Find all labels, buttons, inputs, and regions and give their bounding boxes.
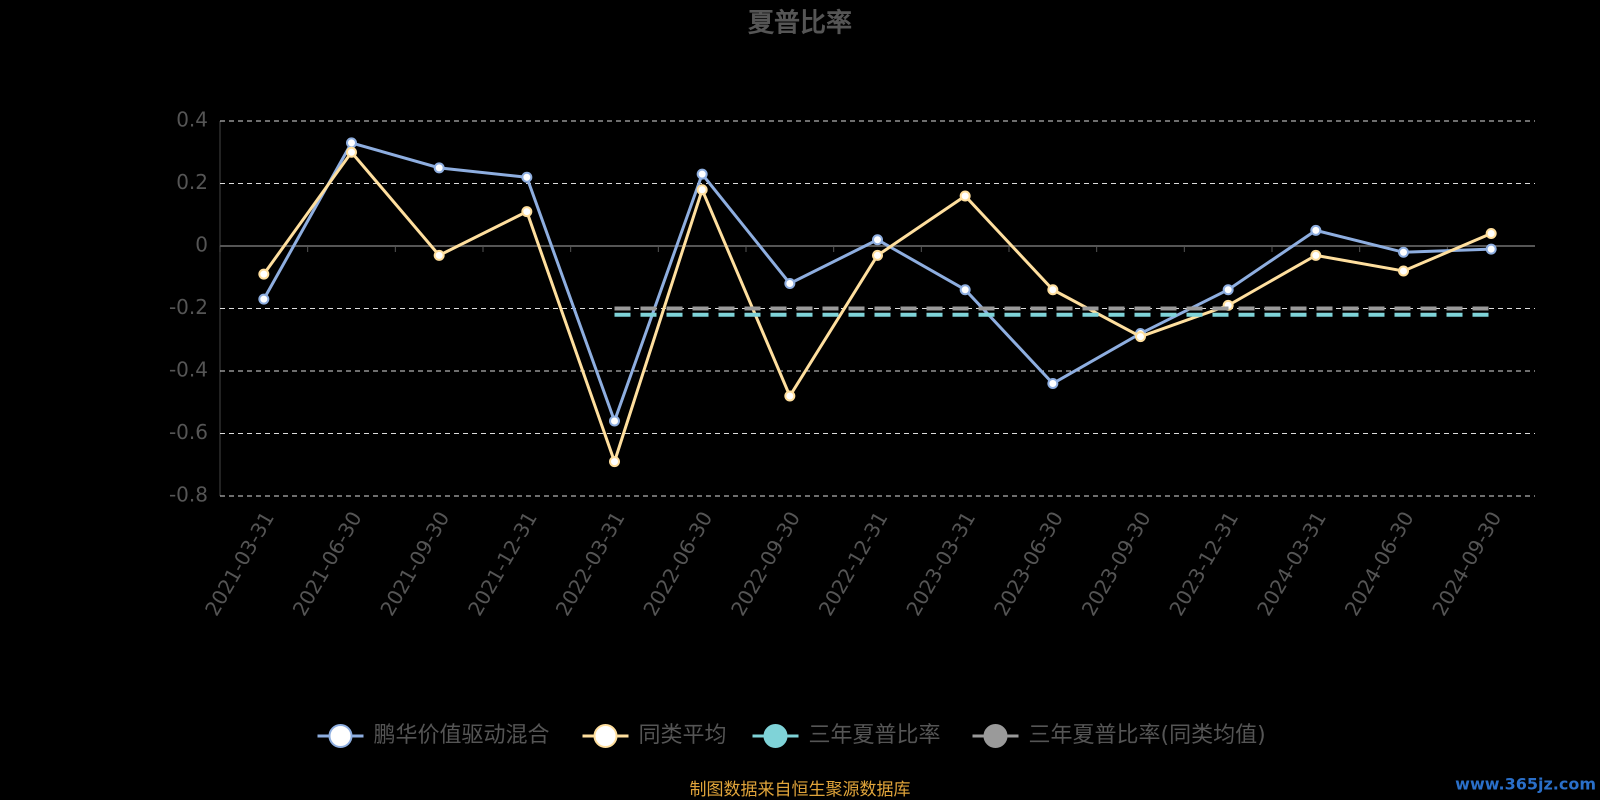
data-point — [258, 268, 270, 280]
x-tick-label: 2024-03-31 — [1252, 507, 1331, 620]
y-tick-label: -0.2 — [169, 295, 208, 319]
y-tick-label: 0 — [195, 233, 208, 257]
legend-label: 同类平均 — [639, 723, 727, 748]
x-tick-label: 2024-06-30 — [1340, 507, 1419, 620]
x-tick-label: 2021-03-31 — [200, 507, 279, 620]
legend-label: 三年夏普比率(同类均值) — [1029, 723, 1266, 748]
x-tick-label: 2023-09-30 — [1077, 507, 1156, 620]
data-point — [784, 390, 796, 402]
x-tick-label: 2023-03-31 — [901, 507, 980, 620]
data-point — [1047, 284, 1059, 296]
data-point — [1135, 331, 1146, 343]
data-point — [609, 415, 620, 427]
data-point — [609, 456, 620, 468]
y-tick-label: -0.6 — [169, 420, 208, 444]
x-tick-label: 2021-09-30 — [375, 507, 454, 620]
data-point — [346, 146, 357, 158]
y-tick-label: 0.2 — [176, 170, 208, 194]
data-point — [521, 206, 533, 218]
data-point — [1310, 249, 1322, 261]
legend-marker — [328, 724, 353, 748]
series-line — [262, 141, 1492, 426]
watermark: www.365jz.com — [1455, 775, 1596, 794]
data-point — [1047, 378, 1059, 389]
data-point — [1485, 243, 1497, 255]
legend-marker — [593, 724, 618, 748]
data-point — [1398, 265, 1409, 277]
data-point — [433, 162, 445, 174]
data-point — [1222, 284, 1234, 296]
y-tick-label: -0.8 — [169, 483, 208, 507]
data-point — [872, 234, 883, 246]
legend-label: 三年夏普比率 — [809, 723, 941, 748]
x-tick-label: 2023-12-31 — [1164, 507, 1243, 620]
data-point — [696, 168, 708, 180]
legend-label: 鹏华价值驱动混合 — [374, 723, 550, 748]
y-tick-label: -0.4 — [169, 358, 208, 382]
x-tick-label: 2022-06-30 — [638, 507, 717, 620]
data-point — [258, 293, 270, 305]
data-point — [872, 249, 883, 261]
legend-marker — [763, 724, 788, 748]
data-point — [521, 171, 533, 183]
data-point — [696, 184, 708, 196]
chart-title: 夏普比率 — [748, 8, 852, 39]
x-tick-label: 2022-09-30 — [726, 507, 805, 620]
data-point — [1398, 246, 1409, 258]
x-tick-label: 2021-06-30 — [288, 507, 367, 620]
data-point — [959, 190, 971, 202]
data-point — [346, 137, 357, 149]
data-point — [1310, 224, 1322, 236]
data-point — [959, 284, 971, 296]
x-tick-label: 2021-12-31 — [463, 507, 542, 620]
x-tick-label: 2023-06-30 — [989, 507, 1068, 620]
data-point — [784, 278, 796, 289]
x-tick-label: 2022-03-31 — [551, 507, 630, 620]
data-point — [433, 249, 445, 261]
y-tick-label: 0.4 — [176, 108, 208, 132]
x-tick-label: 2024-09-30 — [1427, 507, 1506, 620]
data-point — [1485, 228, 1497, 239]
x-tick-label: 2022-12-31 — [814, 507, 893, 620]
source-note: 制图数据来自恒生聚源数据库 — [690, 780, 911, 800]
legend-marker — [983, 724, 1008, 748]
